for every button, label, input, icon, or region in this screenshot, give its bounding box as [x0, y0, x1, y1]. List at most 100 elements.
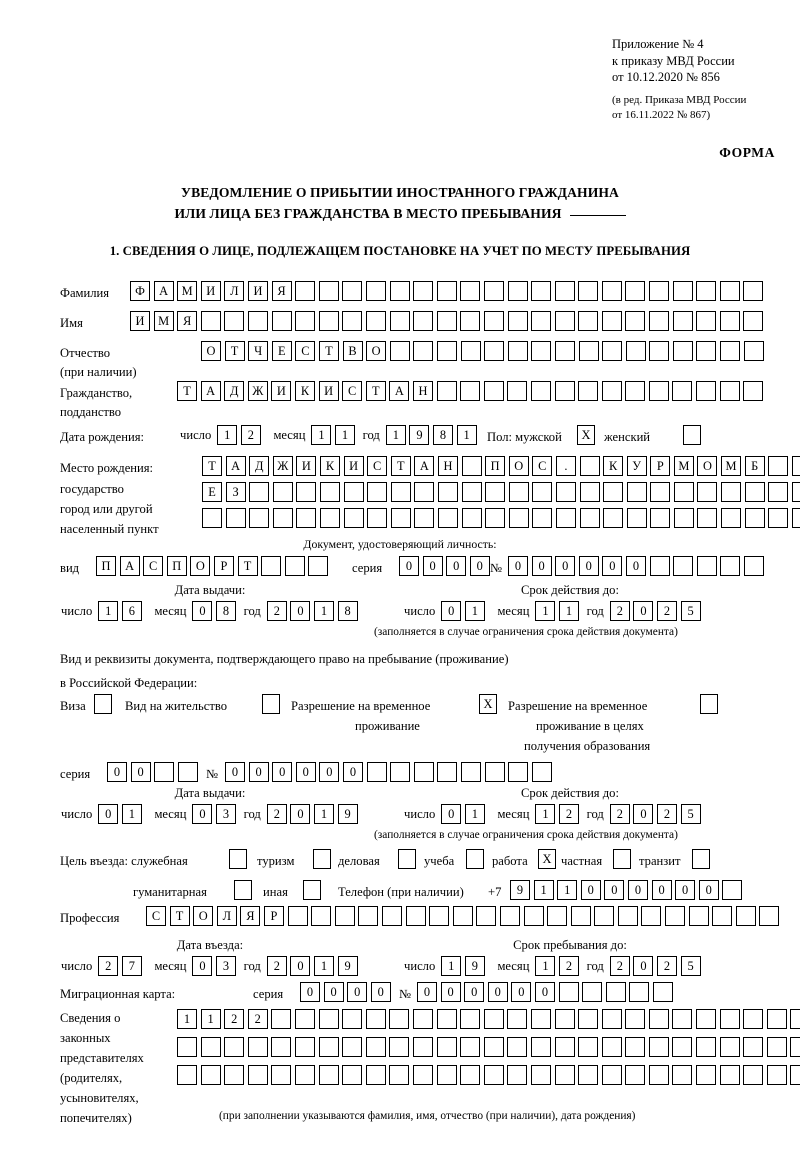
citizenship-cell[interactable]	[554, 381, 575, 401]
patronymic-cell[interactable]	[602, 341, 623, 361]
birth-place-2-cell[interactable]	[626, 482, 647, 502]
patronymic-cell[interactable]: Ч	[248, 341, 269, 361]
birth-place-1-cell[interactable]: О	[697, 456, 718, 476]
migration-number-cell[interactable]	[629, 982, 650, 1002]
legal-rep-1-cell[interactable]	[412, 1009, 433, 1029]
legal-rep-3-cell[interactable]	[672, 1065, 693, 1085]
permit-valid-month-cell[interactable]: 2	[559, 804, 580, 824]
surname-cell[interactable]: М	[177, 281, 198, 301]
birth-place-2-cell[interactable]	[272, 482, 293, 502]
entry-year-cell[interactable]: 9	[337, 956, 358, 976]
birth-month-cell[interactable]: 1	[335, 425, 356, 445]
profession-cell[interactable]	[405, 906, 426, 926]
birth-place-3-cell[interactable]	[650, 508, 671, 528]
legal-rep-3-cell[interactable]	[224, 1065, 245, 1085]
birth-place-1-cell[interactable]: Р	[650, 456, 671, 476]
legal-rep-3-cell[interactable]	[648, 1065, 669, 1085]
phone-cell[interactable]: 0	[698, 880, 719, 900]
phone-cell[interactable]: 0	[675, 880, 696, 900]
citizenship-cell[interactable]	[743, 381, 764, 401]
surname-cell[interactable]	[743, 281, 764, 301]
profession-cell[interactable]	[429, 906, 450, 926]
firstname-cell[interactable]	[436, 311, 457, 331]
patronymic-cell[interactable]: О	[366, 341, 387, 361]
firstname-cell[interactable]	[601, 311, 622, 331]
legal-rep-3-cell[interactable]	[743, 1065, 764, 1085]
doc-number-cell[interactable]	[649, 556, 670, 576]
profession-cell[interactable]: Я	[240, 906, 261, 926]
birth-place-3-cell[interactable]	[390, 508, 411, 528]
birth-place-2-cell[interactable]	[319, 482, 340, 502]
surname-cell[interactable]	[295, 281, 316, 301]
citizenship-cell[interactable]: И	[318, 381, 339, 401]
birth-place-2-cell[interactable]	[744, 482, 765, 502]
legal-rep-row-3-cells[interactable]	[177, 1065, 800, 1085]
doc-number-cell[interactable]	[720, 556, 741, 576]
surname-cell[interactable]: Ф	[130, 281, 150, 301]
firstname-cell[interactable]: М	[153, 311, 174, 331]
birth-place-3-cell[interactable]	[508, 508, 529, 528]
citizenship-cell[interactable]: Н	[412, 381, 433, 401]
phone-cell[interactable]: 0	[627, 880, 648, 900]
legal-rep-3-cell[interactable]	[318, 1065, 339, 1085]
doc-series-cell[interactable]: 0	[422, 556, 443, 576]
phone-cell[interactable]: 0	[651, 880, 672, 900]
legal-rep-1-cell[interactable]	[743, 1009, 764, 1029]
doc-number-cell[interactable]: 0	[578, 556, 599, 576]
surname-cell[interactable]	[554, 281, 575, 301]
legal-rep-3-cell[interactable]	[177, 1065, 197, 1085]
legal-rep-3-cell[interactable]	[696, 1065, 717, 1085]
permit-valid-year-cell[interactable]: 0	[633, 804, 654, 824]
patronymic-cell[interactable]: Т	[224, 341, 245, 361]
legal-rep-1-cell[interactable]	[554, 1009, 575, 1029]
birth-place-3-cell[interactable]	[579, 508, 600, 528]
firstname-cell[interactable]	[578, 311, 599, 331]
legal-rep-1-cell[interactable]	[625, 1009, 646, 1029]
legal-rep-1-cell[interactable]	[483, 1009, 504, 1029]
birth-place-2-cell[interactable]	[721, 482, 742, 502]
legal-rep-1-cell[interactable]	[766, 1009, 787, 1029]
birth-place-3-cell[interactable]	[437, 508, 458, 528]
surname-cell[interactable]: И	[200, 281, 221, 301]
permit-number-cell[interactable]	[460, 762, 481, 782]
legal-rep-3-cell[interactable]	[507, 1065, 528, 1085]
legal-rep-2-cell[interactable]	[318, 1037, 339, 1057]
legal-rep-2-cell[interactable]	[247, 1037, 268, 1057]
birth-place-1-cell[interactable]	[791, 456, 800, 476]
birth-place-1-cell[interactable]: У	[626, 456, 647, 476]
birth-place-2-cell[interactable]	[555, 482, 576, 502]
doc-valid-day-cell[interactable]: 1	[464, 601, 485, 621]
permit-number-cell[interactable]	[413, 762, 434, 782]
legal-rep-1-cell[interactable]	[460, 1009, 481, 1029]
permit-number-cell[interactable]: 0	[272, 762, 293, 782]
legal-rep-1-cell[interactable]	[318, 1009, 339, 1029]
legal-rep-1-cell[interactable]	[342, 1009, 363, 1029]
doc-kind-cell[interactable]: Т	[237, 556, 258, 576]
doc-number-cell[interactable]: 0	[531, 556, 552, 576]
citizenship-cell[interactable]	[483, 381, 504, 401]
legal-rep-2-cell[interactable]	[578, 1037, 599, 1057]
profession-cell[interactable]	[452, 906, 473, 926]
phone-cell[interactable]	[722, 880, 743, 900]
legal-rep-2-cell[interactable]	[743, 1037, 764, 1057]
citizenship-cell[interactable]: Д	[224, 381, 245, 401]
doc-number-cell[interactable]	[743, 556, 764, 576]
legal-rep-1-cell[interactable]	[648, 1009, 669, 1029]
migration-number-cell[interactable]: 0	[487, 982, 508, 1002]
firstname-cell[interactable]	[507, 311, 528, 331]
surname-cell[interactable]	[436, 281, 457, 301]
legal-rep-2-cell[interactable]	[294, 1037, 315, 1057]
permit-series-cell[interactable]: 0	[130, 762, 151, 782]
permit-issue-year-cell[interactable]: 1	[314, 804, 335, 824]
